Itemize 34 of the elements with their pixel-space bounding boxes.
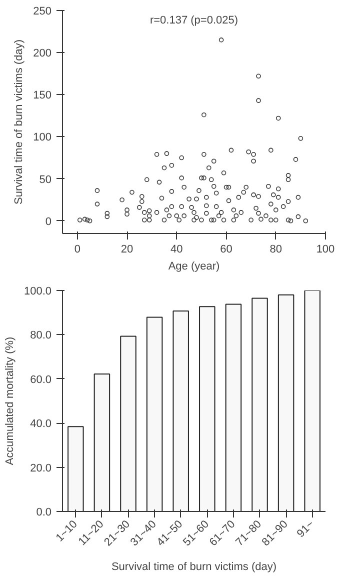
y-axis-title: Accumulated mortality (%) [4, 336, 16, 466]
y-tick-label: 20.0 [30, 462, 52, 474]
bar [172, 310, 189, 512]
bar [304, 290, 320, 512]
y-tick-label: 250 [33, 6, 52, 18]
x-tick-label: 40 [170, 244, 183, 256]
x-axis-title: Age (year) [168, 260, 220, 272]
y-tick-label: 80.0 [30, 330, 52, 342]
x-tick-label: 60 [220, 244, 232, 256]
bar [199, 306, 216, 512]
bar [68, 426, 84, 512]
y-tick-label: 60.0 [30, 374, 52, 386]
bar [120, 336, 136, 512]
y-tick-label: 200 [33, 48, 52, 60]
x-axis-title: Survival time of burn victims (day) [111, 560, 277, 573]
y-tick-label: 150 [33, 90, 52, 102]
y-tick-label: 40.0 [30, 418, 52, 430]
y-tick-label: 0 [45, 216, 52, 228]
bar [252, 298, 268, 512]
bar [225, 304, 242, 512]
x-tick-label: 0 [74, 244, 80, 256]
x-tick-label: 80 [270, 244, 282, 256]
x-tick-label: 91~ [294, 518, 317, 540]
y-tick-label: 50 [39, 174, 52, 186]
bar [146, 316, 163, 512]
y-axis-title: Survival time of burn victims (day) [13, 39, 26, 205]
y-tick-label: 100 [33, 132, 52, 144]
y-tick-label: 100.0 [24, 286, 52, 298]
bar [278, 294, 294, 512]
bar [94, 374, 110, 512]
annotation: r=0.137 (p=0.025) [150, 14, 238, 26]
x-tick-label: 20 [120, 244, 134, 256]
x-tick-label: 100 [316, 244, 335, 256]
y-tick-label: 0.0 [36, 506, 52, 518]
